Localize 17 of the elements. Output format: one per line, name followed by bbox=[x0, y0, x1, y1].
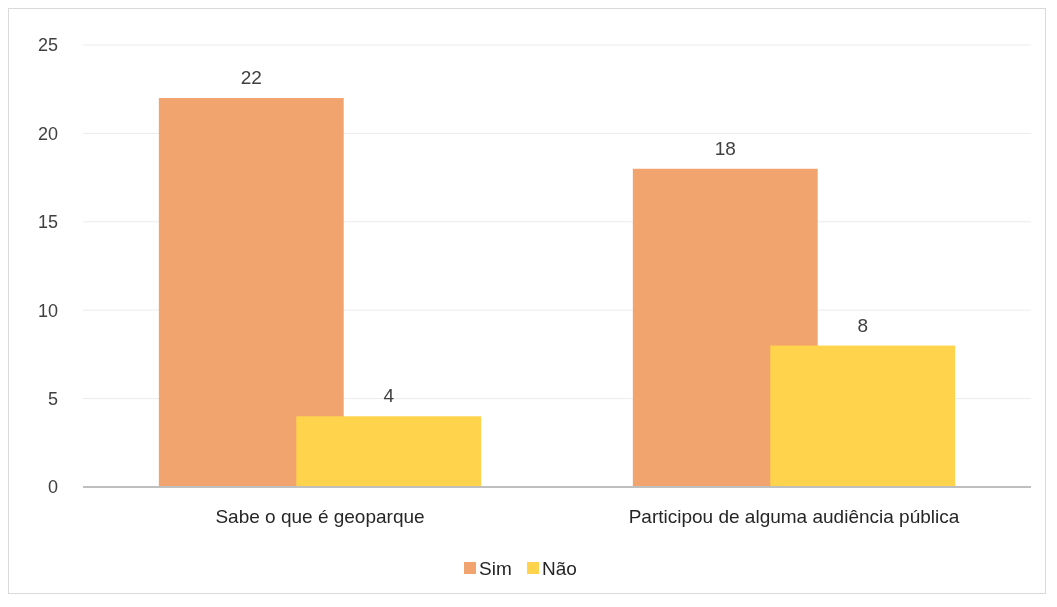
y-tick-label: 20 bbox=[37, 123, 58, 144]
data-label: 22 bbox=[240, 67, 262, 89]
bar bbox=[296, 416, 482, 487]
y-tick-label: 10 bbox=[37, 300, 58, 321]
x-tick-label: Sabe o que é geoparque bbox=[215, 506, 425, 527]
bar bbox=[770, 345, 956, 487]
bar bbox=[158, 98, 344, 487]
y-tick-label: 25 bbox=[37, 35, 58, 56]
y-tick-label: 5 bbox=[47, 388, 58, 409]
y-tick-label: 0 bbox=[47, 477, 58, 498]
data-label: 4 bbox=[383, 385, 395, 407]
legend-label: Sim bbox=[479, 557, 512, 579]
y-tick-label: 15 bbox=[37, 212, 58, 233]
data-label: 18 bbox=[714, 137, 736, 159]
legend-label: Não bbox=[542, 557, 577, 579]
x-tick-label: Participou de alguma audiência pública bbox=[628, 506, 960, 527]
data-label: 8 bbox=[857, 314, 869, 336]
